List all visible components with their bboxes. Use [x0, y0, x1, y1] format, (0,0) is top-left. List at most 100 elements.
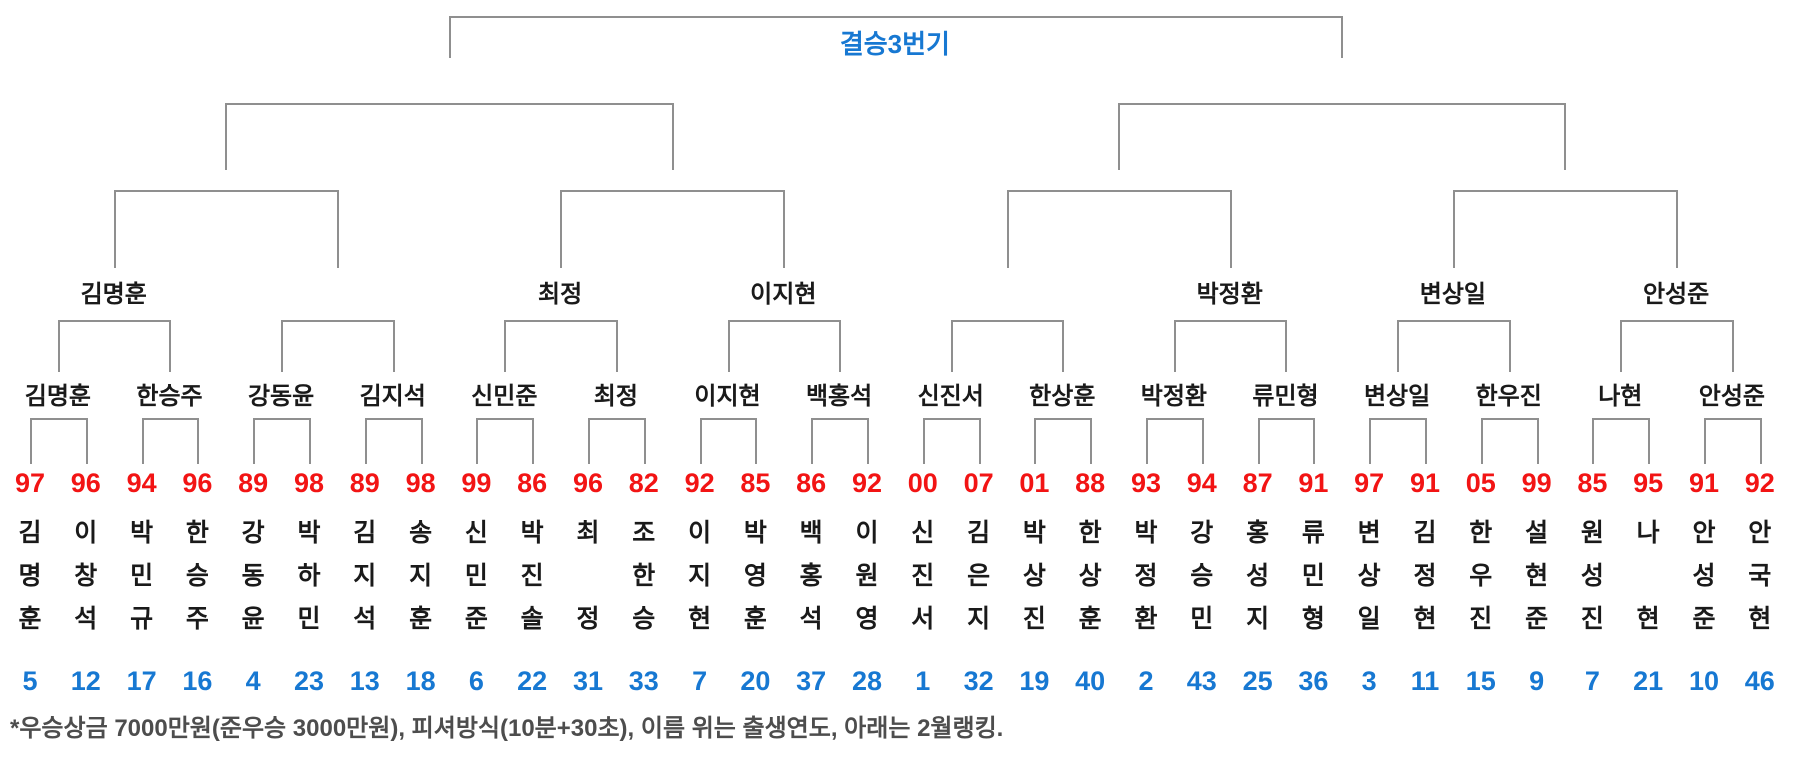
player-name-char: 승: [185, 562, 209, 590]
player-name-char: 현: [1748, 605, 1772, 633]
qf-winner-label: 박정환: [1196, 281, 1263, 308]
player-rank: 11: [1410, 666, 1440, 696]
bracket-connector: [1118, 103, 1567, 170]
player-name-char: [559, 555, 617, 598]
player-column: 94 강 승 민 43: [1173, 466, 1231, 711]
player-birth-year: 99: [1521, 468, 1552, 498]
player-name-char: 정: [1134, 562, 1158, 590]
player-column: 96 최 정 31: [559, 466, 617, 711]
player-name-char: 석: [353, 605, 377, 633]
bracket-connector: [1257, 418, 1316, 464]
player-name-char: 현: [1636, 605, 1660, 633]
player-rank: 13: [349, 666, 380, 696]
bracket-connector: [113, 190, 339, 268]
player-name-char: 변: [1357, 519, 1381, 547]
bracket-connector: [588, 418, 646, 464]
player-name-char: 김: [18, 519, 42, 547]
player-column: 98 송 지 훈 18: [392, 466, 450, 711]
player-column: 86 백 홍 석 37: [782, 466, 840, 711]
player-name-char: 영: [743, 562, 767, 590]
bracket-connector: [811, 418, 869, 464]
player-rank: 37: [796, 666, 827, 696]
bracket-connector: [1006, 190, 1232, 268]
player-rank: 1: [915, 666, 931, 696]
player-name-char: 석: [74, 605, 98, 633]
player-column: 85 박 영 훈 20: [726, 466, 784, 711]
player-name-char: 이: [688, 519, 712, 547]
r16-winner-label: 안성준: [1698, 383, 1766, 410]
bracket-connector: [1620, 320, 1734, 372]
player-name-char: 석: [799, 605, 823, 633]
player-birth-year: 89: [238, 468, 269, 498]
bracket-connector: [699, 418, 758, 464]
r16-winner-label: 김명훈: [24, 383, 92, 410]
player-name-char: 이: [855, 519, 879, 547]
player-name-char: 진: [1580, 605, 1604, 633]
bracket-connector: [141, 418, 200, 464]
player-birth-year: 05: [1465, 468, 1496, 498]
bracket-connector: [1369, 418, 1427, 464]
player-name-char: 현: [688, 605, 712, 633]
player-rank: 32: [963, 666, 994, 696]
player-name-char: 민: [130, 562, 154, 590]
player-name-char: 승: [632, 605, 656, 633]
player-name-char: 박: [1134, 519, 1158, 547]
final-label: 결승3번기: [839, 29, 950, 59]
player-column: 92 안 국 현 46: [1731, 466, 1789, 711]
player-rank: 33: [628, 666, 659, 696]
player-name-char: 명: [18, 562, 42, 590]
player-rank: 12: [70, 666, 101, 696]
player-column: 89 김 지 석 13: [336, 466, 394, 711]
player-name-char: 안: [1692, 519, 1716, 547]
player-birth-year: 88: [1075, 468, 1106, 498]
player-name-char: 성: [1580, 562, 1604, 590]
player-name-char: 우: [1469, 562, 1493, 590]
r16-winner-label: 이지현: [694, 383, 761, 410]
player-name-char: 하: [297, 562, 321, 590]
player-column: 00 신 진 서 1: [894, 466, 952, 711]
player-name-char: 박: [1022, 519, 1046, 547]
player-birth-year: 97: [1354, 468, 1385, 498]
player-rank: 7: [1584, 666, 1600, 696]
player-name-char: 동: [241, 562, 265, 590]
player-rank: 9: [1529, 666, 1545, 696]
bracket-connector: [281, 320, 395, 372]
player-name-char: 영: [855, 605, 879, 633]
player-rank: 6: [468, 666, 484, 696]
player-birth-year: 91: [1298, 468, 1329, 498]
player-birth-year: 87: [1242, 468, 1273, 498]
r16-winner-label: 강동윤: [247, 383, 315, 410]
player-name-char: 진: [911, 562, 935, 590]
player-name-char: 환: [1134, 605, 1158, 633]
player-rank: 18: [405, 666, 436, 696]
player-birth-year: 00: [907, 468, 938, 498]
player-birth-year: 92: [1744, 468, 1775, 498]
player-column: 92 이 지 현 7: [671, 466, 729, 711]
player-rank: 19: [1019, 666, 1050, 696]
player-column: 87 홍 성 지 25: [1229, 466, 1287, 711]
player-name-char: 강: [241, 519, 265, 547]
player-name-char: 김: [967, 519, 991, 547]
player-name-char: 지: [353, 562, 377, 590]
player-name-char: 훈: [743, 605, 767, 633]
player-column: 89 강 동 윤 4: [224, 466, 282, 711]
player-name-char: 진: [1022, 605, 1046, 633]
player-birth-year: 99: [461, 468, 492, 498]
footnote: *우승상금 7000만원(준우승 3000만원), 피셔방식(10분+30초),…: [10, 715, 1004, 742]
player-name-char: 준: [1525, 605, 1549, 633]
player-birth-year: 92: [684, 468, 715, 498]
player-name-char: 훈: [409, 605, 433, 633]
r16-winner-label: 백홍석: [805, 383, 873, 410]
player-name-char: 원: [1580, 519, 1604, 547]
player-birth-year: 95: [1633, 468, 1664, 498]
player-name-char: 박: [297, 519, 321, 547]
player-name-char: 한: [185, 519, 209, 547]
player-name-char: 주: [185, 605, 209, 633]
player-column: 05 한 우 진 15: [1452, 466, 1510, 711]
player-name-char: 김: [1413, 519, 1437, 547]
bracket-connector: [1592, 418, 1651, 464]
player-column: 96 한 승 주 16: [168, 466, 226, 711]
player-name-char: 지: [409, 562, 433, 590]
r16-winner-label: 변상일: [1363, 383, 1431, 410]
player-column: 91 류 민 형 36: [1284, 466, 1342, 711]
